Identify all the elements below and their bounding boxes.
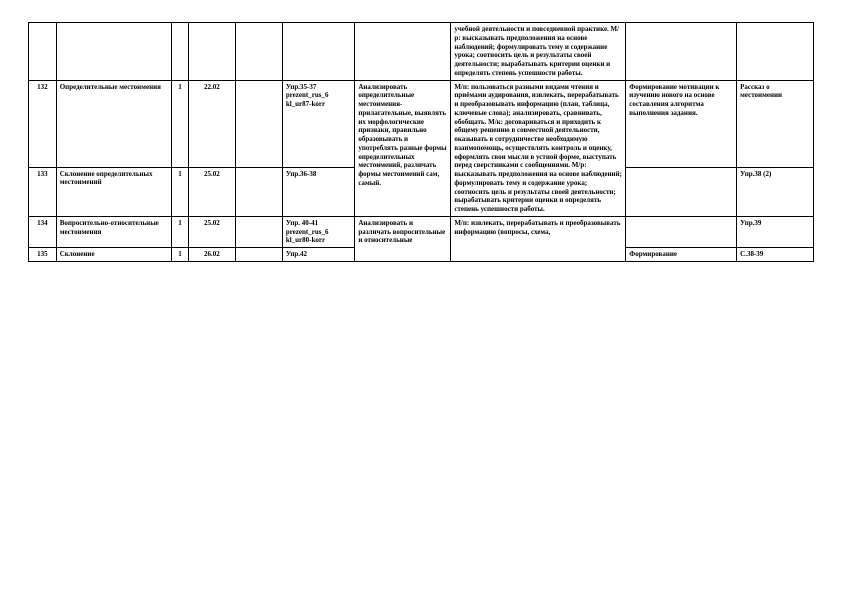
cell-num: 135 bbox=[29, 248, 57, 262]
cell-ex: Упр.42 bbox=[282, 248, 355, 262]
cell-blank bbox=[235, 23, 282, 81]
cell-col9 bbox=[626, 23, 737, 81]
cell-col9 bbox=[626, 167, 737, 216]
cell-num: 134 bbox=[29, 216, 57, 247]
cell-col7: Анализировать и различать вопросительные… bbox=[355, 216, 451, 261]
cell-col8: М/п: пользоваться разными видами чтения … bbox=[451, 80, 626, 216]
cell-col7 bbox=[355, 23, 451, 81]
cell-qty: 1 bbox=[171, 216, 188, 247]
cell-ex: Упр. 40-41 prezent_rus_6 kl_ur80-korr bbox=[282, 216, 355, 247]
cell-date: 25.02 bbox=[188, 167, 235, 216]
cell-ex: Упр.36-38 bbox=[282, 167, 355, 216]
cell-col8: М/п: извлекать, перерабатывать и преобра… bbox=[451, 216, 626, 261]
cell-topic: Определительные местоимения bbox=[56, 80, 171, 167]
cell-ex bbox=[282, 23, 355, 81]
cell-ex: Упр.35-37 prezent_rus_6 kl_ur87-korr bbox=[282, 80, 355, 167]
table-row: учебной деятельности и повседневной прак… bbox=[29, 23, 814, 81]
cell-date: 22.02 bbox=[188, 80, 235, 167]
cell-blank bbox=[235, 248, 282, 262]
cell-blank bbox=[235, 80, 282, 167]
cell-topic bbox=[56, 23, 171, 81]
cell-qty: 1 bbox=[171, 167, 188, 216]
cell-topic: Вопросительно-относительные местоимения bbox=[56, 216, 171, 247]
cell-num bbox=[29, 23, 57, 81]
cell-blank bbox=[235, 216, 282, 247]
lesson-plan-table: учебной деятельности и повседневной прак… bbox=[28, 22, 814, 262]
cell-col9: Формирование мотивации к изучению нового… bbox=[626, 80, 737, 167]
table-row: 134 Вопросительно-относительные местоиме… bbox=[29, 216, 814, 247]
cell-num: 132 bbox=[29, 80, 57, 167]
cell-date: 26.02 bbox=[188, 248, 235, 262]
cell-col10: Упр.39 bbox=[737, 216, 814, 247]
cell-col9 bbox=[626, 216, 737, 247]
cell-date: 25.02 bbox=[188, 216, 235, 247]
cell-blank bbox=[235, 167, 282, 216]
cell-qty: 1 bbox=[171, 248, 188, 262]
cell-col7: Анализировать определительные местоимени… bbox=[355, 80, 451, 216]
cell-qty: 1 bbox=[171, 80, 188, 167]
cell-num: 133 bbox=[29, 167, 57, 216]
cell-topic: Склонение bbox=[56, 248, 171, 262]
cell-topic: Склонение определительных местоимений bbox=[56, 167, 171, 216]
cell-col9: Формирование bbox=[626, 248, 737, 262]
cell-col10: Рассказ о местоимении bbox=[737, 80, 814, 167]
cell-qty bbox=[171, 23, 188, 81]
table-row: 132 Определительные местоимения 1 22.02 … bbox=[29, 80, 814, 167]
cell-col10 bbox=[737, 23, 814, 81]
cell-col10: Упр.38 (2) bbox=[737, 167, 814, 216]
cell-col10: С.38-39 bbox=[737, 248, 814, 262]
cell-date bbox=[188, 23, 235, 81]
cell-col8: учебной деятельности и повседневной прак… bbox=[451, 23, 626, 81]
